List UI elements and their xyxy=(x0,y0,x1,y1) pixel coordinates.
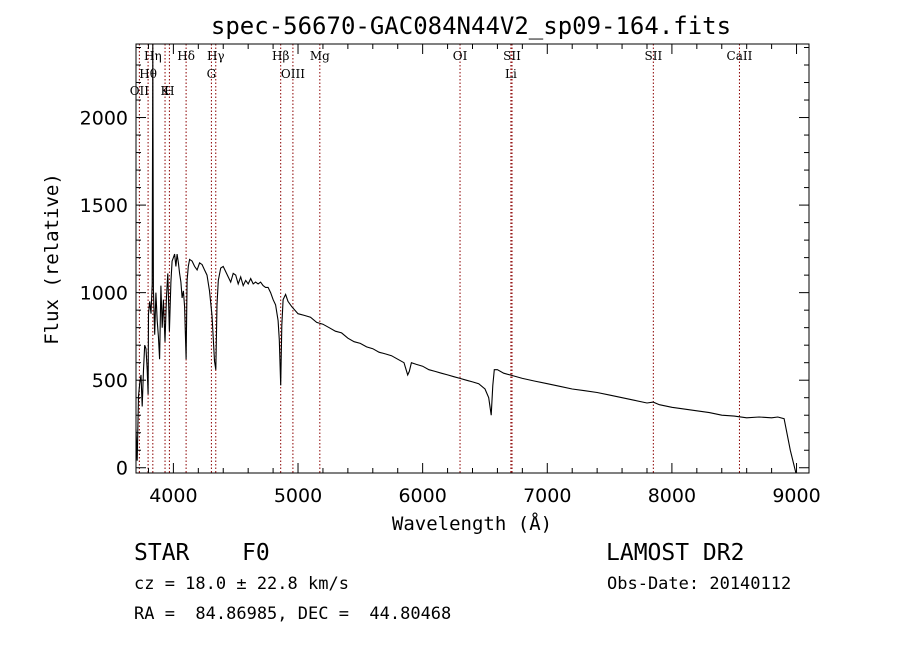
spectrum-line xyxy=(135,43,797,474)
redshift-velocity: cz = 18.0 ± 22.8 km/s xyxy=(134,574,349,594)
x-tick-label: 4000 xyxy=(149,485,197,507)
reference-line-label: OII xyxy=(130,84,150,98)
reference-line-label: Mg xyxy=(310,49,330,63)
y-tick-label: 2000 xyxy=(80,108,128,130)
reference-line-label: H xyxy=(164,84,174,98)
y-tick-label: 1000 xyxy=(80,283,128,305)
reference-line-label: G xyxy=(207,67,217,81)
y-tick-label: 1500 xyxy=(80,195,128,217)
coordinates: RA = 84.86985, DEC = 44.80468 xyxy=(134,604,452,624)
observation-date: Obs-Date: 20140112 xyxy=(607,574,792,594)
x-tick-label: 6000 xyxy=(398,485,446,507)
x-tick-label: 9000 xyxy=(772,485,820,507)
y-axis-label: Flux (relative) xyxy=(41,173,63,345)
reference-line-label: Hγ xyxy=(207,49,225,63)
x-tick-label: 7000 xyxy=(523,485,571,507)
reference-line-label: OIII xyxy=(281,67,305,81)
reference-line-label: SII xyxy=(503,49,521,63)
x-tick-label: 5000 xyxy=(274,485,322,507)
y-tick-label: 0 xyxy=(116,458,128,480)
reference-line-label: K xyxy=(161,84,171,98)
y-tick-label: 500 xyxy=(92,370,128,392)
object-class: STAR xyxy=(134,540,190,566)
reference-line-label: SII xyxy=(644,49,662,63)
plot-frame xyxy=(135,43,810,474)
object-subclass: F0 xyxy=(242,540,270,566)
axis-ticks: 4000 5000 6000 7000 8000 9000 0 500 1000 1500 2000 xyxy=(80,44,821,507)
reference-line-label: Hδ xyxy=(177,49,195,63)
chart-title: spec-56670-GAC084N44V2_sp09-164.fits xyxy=(211,12,731,40)
reference-line-label: OI xyxy=(453,49,468,63)
reference-line-label: CaII xyxy=(727,49,753,63)
survey-name: LAMOST DR2 xyxy=(606,540,745,566)
reference-line-label: Li xyxy=(505,67,517,81)
reference-line-label: Hβ xyxy=(272,49,289,63)
reference-line-label: Hθ xyxy=(139,67,157,81)
x-tick-label: 8000 xyxy=(648,485,696,507)
x-axis-label: Wavelength (Å) xyxy=(392,512,552,535)
